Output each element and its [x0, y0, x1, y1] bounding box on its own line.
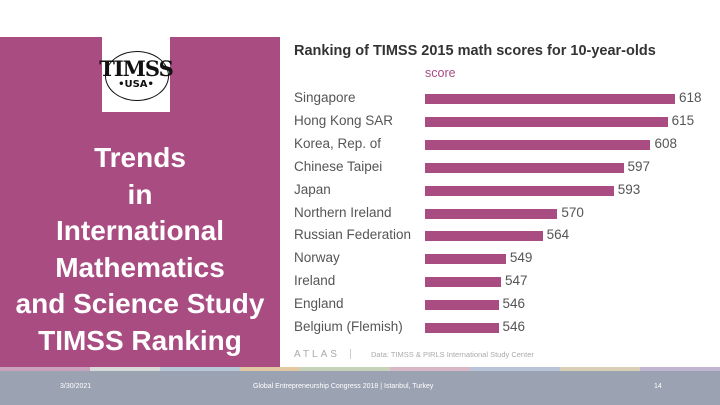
slide-title-line: in: [127, 178, 153, 210]
slide-title-line: Mathematics: [55, 251, 225, 283]
footer-stripe: [300, 367, 390, 371]
slide-title-line: International: [55, 215, 224, 246]
slide-title-line: TIMSS Ranking: [38, 324, 242, 356]
logo-ring: [105, 51, 169, 101]
footer-stripe: [390, 367, 470, 371]
bar: [425, 323, 499, 333]
footer-stripe: [640, 367, 720, 371]
data-label: 547: [504, 273, 528, 289]
footer-date: 3/30/2021: [60, 383, 92, 390]
bar: [425, 254, 506, 265]
bar: [425, 208, 558, 219]
footer-stripe: [0, 367, 90, 371]
data-label: 546: [502, 296, 526, 312]
data-label: 570: [561, 204, 584, 220]
bar: [425, 94, 675, 104]
source-separator: [350, 349, 351, 359]
category-label: Singapore: [294, 90, 356, 105]
bar: [425, 162, 624, 173]
data-label: 546: [502, 319, 526, 334]
category-label: Norway: [294, 250, 340, 266]
chart-source: Data: TIMSS & PIRLS International Study …: [371, 350, 534, 359]
category-label: Ireland: [294, 273, 336, 289]
category-label: Korea, Rep. of: [294, 135, 382, 151]
footer-page-number: 14: [654, 383, 662, 390]
bar: [425, 277, 501, 288]
data-label: 615: [671, 112, 695, 128]
category-label: Hong Kong SAR: [294, 112, 394, 128]
chart-title: Ranking of TIMSS 2015 math scores for 10…: [294, 43, 656, 59]
data-label: 593: [617, 181, 641, 197]
footer-stripe: [160, 367, 240, 371]
bar: [425, 185, 614, 196]
slide-title: Trends in International Mathematics and …: [0, 140, 280, 359]
slide-title-line: Trends: [94, 142, 186, 173]
data-label: 597: [627, 158, 651, 174]
bar: [425, 300, 499, 311]
category-label: Belgium (Flemish): [294, 319, 403, 334]
category-label: Chinese Taipei: [294, 158, 383, 174]
category-label: England: [294, 296, 344, 312]
footer-event: Global Entrepreneurship Congress 2018 | …: [253, 383, 434, 390]
footer-bar: [0, 367, 720, 405]
data-label: 608: [654, 135, 678, 151]
footer-stripe: [90, 367, 160, 371]
category-label: Northern Ireland: [294, 204, 392, 220]
footer-stripe: [240, 367, 300, 371]
legend-label: score: [425, 66, 456, 80]
data-label: 549: [509, 250, 533, 266]
data-label: 564: [546, 227, 570, 243]
bar: [425, 116, 668, 127]
footer-stripe: [470, 367, 560, 371]
data-label: 618: [679, 90, 702, 105]
category-label: Japan: [294, 181, 331, 197]
bar-chart: Ranking of TIMSS 2015 math scores for 10…: [284, 37, 720, 367]
bar: [425, 139, 651, 150]
category-label: Russian Federation: [294, 227, 412, 243]
bar: [425, 231, 543, 242]
slide-title-line: and Science Study: [15, 288, 265, 319]
footer-stripe: [560, 367, 640, 371]
timss-usa-logo: TIMSS •USA•: [99, 37, 174, 112]
atlas-logo: ATLAS: [294, 349, 340, 360]
